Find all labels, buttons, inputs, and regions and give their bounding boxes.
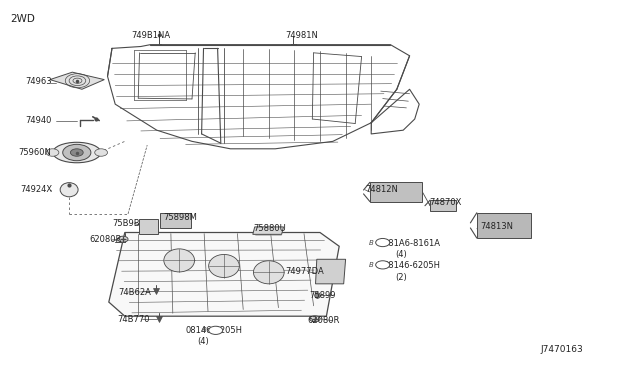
Text: 75B9B: 75B9B: [112, 219, 140, 228]
Text: 74940: 74940: [26, 116, 52, 125]
Text: 62080R: 62080R: [307, 316, 340, 325]
Circle shape: [376, 238, 390, 247]
Text: 74981N: 74981N: [285, 31, 317, 40]
Polygon shape: [370, 182, 422, 202]
Polygon shape: [253, 227, 284, 234]
Polygon shape: [139, 219, 158, 234]
Text: 081A6-8161A: 081A6-8161A: [384, 239, 441, 248]
Text: 74813N: 74813N: [480, 222, 513, 231]
Text: J7470163: J7470163: [541, 345, 584, 354]
Text: B: B: [369, 262, 373, 268]
Text: 74977DA: 74977DA: [285, 267, 324, 276]
Ellipse shape: [164, 249, 195, 272]
Polygon shape: [477, 213, 531, 238]
Polygon shape: [316, 259, 346, 284]
Text: 74812N: 74812N: [365, 185, 397, 194]
Circle shape: [63, 144, 91, 161]
Ellipse shape: [52, 142, 101, 163]
Ellipse shape: [209, 254, 239, 278]
Text: 75898M: 75898M: [163, 213, 197, 222]
Circle shape: [95, 149, 108, 156]
Polygon shape: [160, 213, 191, 228]
Circle shape: [376, 261, 390, 269]
Text: 74B770: 74B770: [117, 315, 150, 324]
Text: 75960N: 75960N: [18, 148, 51, 157]
Circle shape: [70, 149, 83, 156]
Polygon shape: [109, 232, 339, 316]
Ellipse shape: [60, 183, 78, 197]
Text: 75880U: 75880U: [253, 224, 285, 233]
Ellipse shape: [253, 261, 284, 284]
Text: 62080R: 62080R: [90, 235, 122, 244]
Text: 75899: 75899: [309, 291, 335, 300]
Text: 2WD: 2WD: [10, 14, 35, 23]
Text: (2): (2): [396, 273, 407, 282]
Text: (4): (4): [197, 337, 209, 346]
Text: 74963: 74963: [26, 77, 52, 86]
Text: B: B: [369, 240, 373, 246]
Text: 749B1NA: 749B1NA: [131, 31, 170, 40]
Text: 74B62A: 74B62A: [118, 288, 151, 296]
Circle shape: [209, 326, 223, 334]
Polygon shape: [50, 72, 104, 89]
Polygon shape: [430, 200, 456, 211]
Text: 74924X: 74924X: [20, 185, 52, 194]
Text: (4): (4): [396, 250, 407, 259]
Text: 08146-6205H: 08146-6205H: [186, 326, 243, 335]
Circle shape: [46, 149, 59, 156]
Text: B: B: [202, 327, 206, 333]
Circle shape: [310, 316, 320, 322]
Text: 74870X: 74870X: [429, 198, 461, 207]
Circle shape: [118, 236, 128, 242]
Text: 08146-6205H: 08146-6205H: [384, 262, 441, 270]
